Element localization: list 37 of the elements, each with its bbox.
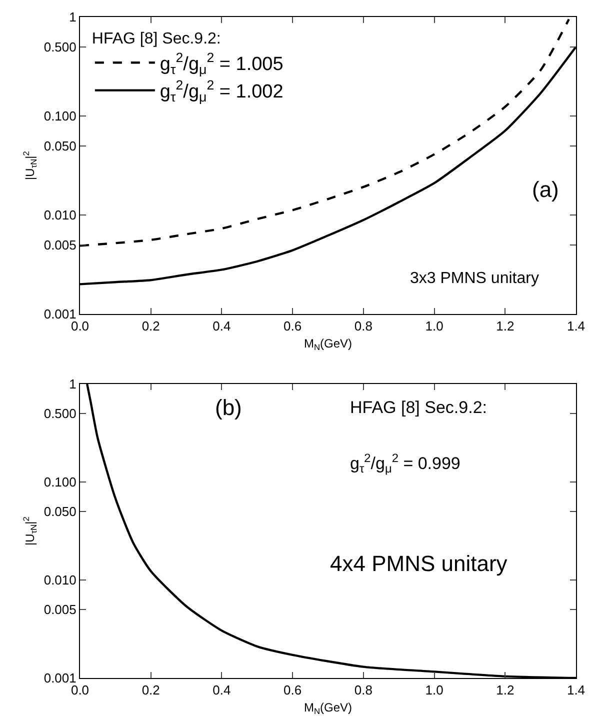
y-tick-label: 0.010 (44, 572, 76, 588)
x-tick-label: 1.4 (566, 318, 586, 334)
x-tick-label: 1.0 (425, 318, 444, 334)
x-tick-label: 0.6 (284, 682, 302, 698)
y-tick-label: 0.100 (44, 474, 76, 490)
x-axis-title: M$_{N}$(GeV) (304, 336, 352, 352)
x-axis-title: M$_{N}$(GeV) (304, 700, 352, 716)
x-tick-label: 0.8 (354, 318, 372, 334)
y-tick-label: 0.005 (44, 237, 76, 252)
y-tick-label: 0.500 (44, 39, 76, 54)
annotation: (b) (215, 395, 242, 420)
annotation: 3x3 PMNS unitary (410, 270, 539, 287)
y-tick-label: 1 (69, 10, 76, 25)
y-tick-label: 0.050 (44, 504, 76, 520)
x-tick-label: 0.4 (212, 682, 231, 698)
x-tick-label: 1.4 (566, 682, 586, 698)
x-tick-label: 0.2 (142, 682, 160, 698)
legend-label: g$_{τ}$$^{2}$/g$_{μ}$$^{2}$ = 1.002 (160, 78, 284, 105)
x-tick-label: 0.6 (284, 318, 302, 334)
legend-title: HFAG [8] Sec.9.2: (92, 30, 221, 48)
y-tick-label: 0.050 (44, 138, 76, 154)
x-tick-label: 1.2 (496, 318, 514, 334)
y-tick-label: 0.500 (44, 406, 76, 422)
y-tick-label: 0.010 (44, 208, 76, 223)
x-tick-label: 0.2 (142, 318, 160, 334)
annotation: HFAG [8] Sec.9.2: (350, 398, 488, 417)
annotation: g$_{τ}$$^{2}$/g$_{μ}$$^{2}$ = 0.999 (350, 451, 460, 476)
x-tick-label: 0.4 (212, 318, 231, 334)
y-tick-label: 0.005 (44, 602, 76, 618)
y-tick-label: 0.100 (44, 108, 76, 124)
x-tick-label: 0.8 (354, 682, 372, 698)
y-tick-label: 1 (69, 376, 76, 392)
legend-label: g$_{τ}$$^{2}$/g$_{μ}$$^{2}$ = 1.005 (160, 50, 284, 77)
x-tick-label: 1.0 (425, 682, 444, 698)
annotation: (a) (532, 177, 559, 202)
annotation: 4x4 PMNS unitary (330, 551, 508, 576)
x-tick-label: 1.2 (496, 682, 514, 698)
